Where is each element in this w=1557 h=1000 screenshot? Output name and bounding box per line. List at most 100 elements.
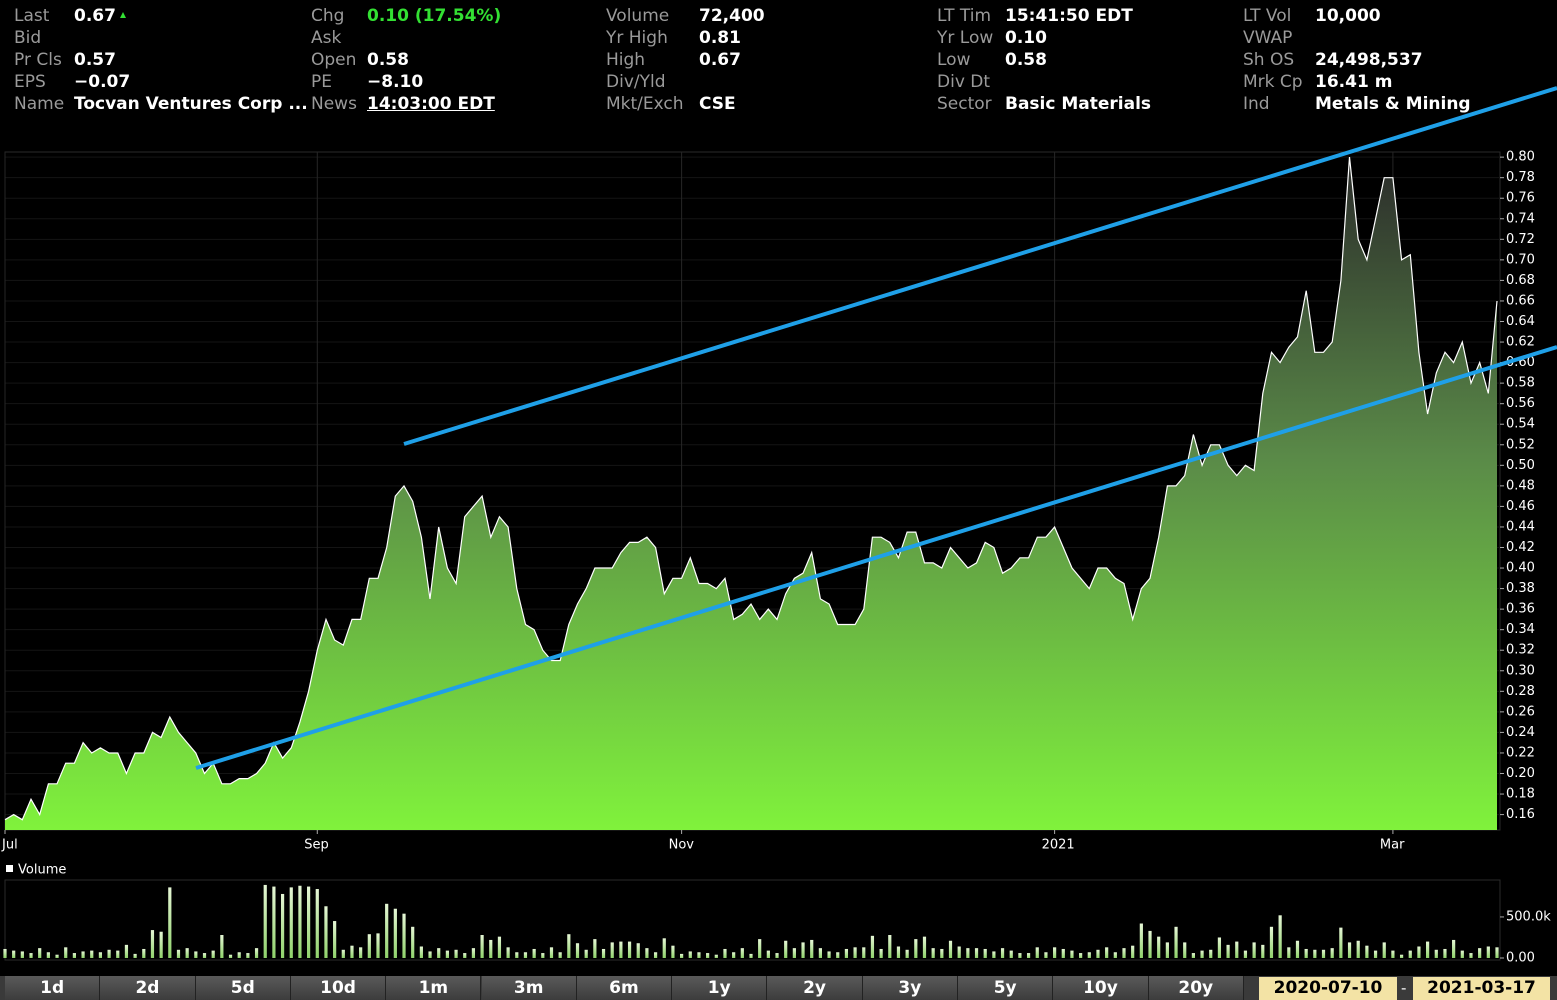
- volume-bar: [1183, 942, 1187, 958]
- range-button[interactable]: 6m: [576, 976, 673, 1000]
- volume-bar: [168, 887, 172, 958]
- range-button[interactable]: 20y: [1148, 976, 1244, 1000]
- volume-bar: [463, 953, 467, 958]
- start-date[interactable]: 2020-07-10: [1259, 977, 1397, 1000]
- volume-bar: [714, 954, 718, 958]
- volume-bar: [983, 948, 987, 958]
- field-value: Basic Materials: [1005, 94, 1152, 114]
- range-button[interactable]: 1d: [5, 976, 101, 1000]
- volume-bar: [584, 949, 588, 958]
- field-label: Open: [311, 50, 357, 70]
- volume-bar: [1321, 949, 1326, 958]
- y-tick-label: 0.36: [1506, 602, 1535, 617]
- volume-bar: [1269, 926, 1274, 958]
- volume-bar: [1139, 923, 1143, 958]
- volume-bar: [948, 940, 953, 958]
- field-value: 0.58: [367, 50, 409, 70]
- volume-bar: [202, 953, 207, 958]
- volume-bar: [567, 934, 571, 958]
- volume-bar: [879, 948, 883, 958]
- field-label: Div/Yld: [606, 72, 666, 92]
- volume-bar: [64, 947, 68, 958]
- y-tick-label: 0.46: [1506, 499, 1535, 514]
- field-label: Mkt/Exch: [606, 94, 684, 114]
- volume-bar: [1061, 948, 1065, 958]
- volume-bar: [680, 953, 684, 958]
- volume-bar: [150, 930, 155, 958]
- volume-bar: [1113, 952, 1117, 958]
- y-tick-label: 0.26: [1506, 704, 1535, 719]
- volume-bar: [159, 931, 163, 958]
- end-date[interactable]: 2021-03-17: [1413, 977, 1550, 1000]
- date-separator: -: [1401, 979, 1407, 997]
- volume-bar: [1200, 950, 1204, 958]
- range-toolbar: 1d 2d 5d 10d 1m 3m 6m 1y 2y 3y 5y 10y 20y 2020-07-10-…: [0, 976, 1557, 1000]
- quote-header: Last 0.67 Bid Pr Cls 0.57 EPS −0.07 Name Tocvan …: [0, 0, 1557, 120]
- volume-bar: [1252, 942, 1256, 958]
- y-tick-label: 0.22: [1506, 745, 1535, 760]
- volume-bar: [792, 948, 796, 958]
- volume-panel: [4, 879, 1501, 961]
- range-button[interactable]: 10y: [1053, 976, 1149, 1000]
- volume-bar: [1469, 953, 1473, 958]
- volume-bar: [1304, 948, 1308, 958]
- y-tick-label: 0.44: [1506, 519, 1535, 534]
- volume-bar: [940, 948, 944, 958]
- range-button[interactable]: 5d: [195, 976, 291, 1000]
- volume-bar: [671, 945, 675, 958]
- y-tick-label: 0.00: [1506, 951, 1535, 966]
- y-tick-label: 0.74: [1506, 211, 1535, 226]
- volume-bar: [662, 938, 666, 958]
- volume-bar: [350, 945, 354, 958]
- field-label: Volume: [606, 6, 670, 26]
- field-label: LT Vol: [1243, 6, 1292, 26]
- volume-bar: [1365, 945, 1369, 958]
- y-tick-label: 0.28: [1506, 684, 1535, 699]
- volume-bar: [419, 946, 423, 958]
- y-tick-label: 0.32: [1506, 643, 1535, 658]
- range-button[interactable]: 1m: [386, 976, 482, 1000]
- range-button[interactable]: 1y: [672, 976, 768, 1000]
- volume-bar: [558, 952, 562, 958]
- volume-bar: [359, 947, 363, 958]
- y-tick-label: 0.54: [1506, 417, 1535, 432]
- y-tick-label: 0.24: [1506, 725, 1535, 740]
- y-tick-label: 0.70: [1506, 252, 1535, 267]
- volume-bar: [3, 948, 7, 958]
- volume-bar: [1226, 944, 1230, 958]
- range-button[interactable]: 2d: [100, 976, 196, 1000]
- range-button[interactable]: 3y: [862, 976, 958, 1000]
- field-label: Div Dt: [937, 72, 991, 92]
- volume-bar: [957, 946, 961, 958]
- volume-bar: [1434, 949, 1438, 958]
- volume-bar: [1339, 927, 1343, 958]
- volume-bar: [211, 950, 215, 958]
- volume-bar: [896, 946, 901, 958]
- volume-bar: [853, 947, 857, 958]
- volume-bar: [914, 939, 918, 958]
- volume-bar: [1399, 954, 1404, 958]
- news-link[interactable]: 14:03:00 EDT: [367, 94, 495, 114]
- volume-bar: [116, 950, 120, 958]
- field-label: LT Tim: [937, 6, 992, 26]
- volume-icon: [6, 865, 13, 872]
- volume-bar: [619, 941, 623, 958]
- volume-bar: [931, 948, 935, 958]
- volume-bar: [862, 947, 866, 958]
- y-tick-label: 0.56: [1506, 396, 1535, 411]
- volume-bar: [827, 951, 831, 958]
- trend-line-upper: [403, 86, 1557, 446]
- volume-bar: [1278, 915, 1282, 958]
- volume-bar: [888, 935, 892, 958]
- volume-bar: [775, 953, 779, 958]
- range-button[interactable]: 2y: [767, 976, 863, 1000]
- range-button[interactable]: 5y: [958, 976, 1054, 1000]
- volume-bar: [29, 953, 33, 958]
- volume-bar: [367, 934, 371, 958]
- field-value: 0.57: [74, 50, 116, 70]
- volume-bar: [653, 952, 658, 958]
- range-button[interactable]: 10d: [290, 976, 387, 1000]
- range-button[interactable]: 3m: [481, 976, 577, 1000]
- field-value: 10,000: [1315, 6, 1381, 26]
- field-label: EPS: [14, 72, 46, 92]
